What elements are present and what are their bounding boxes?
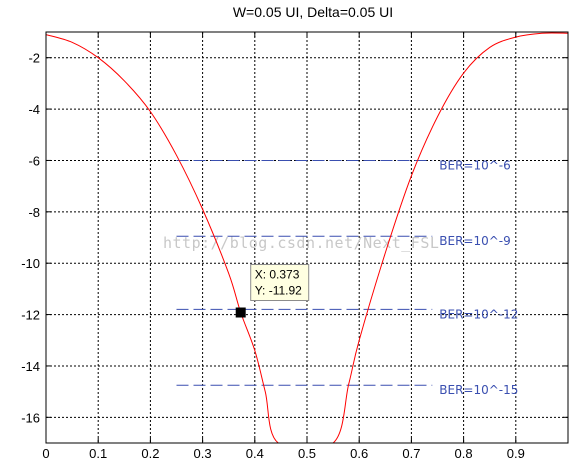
ber-reference-lines: BER=10^-6 BER=10^-9 BER=10^-12 BER=10^-15 (176, 158, 518, 397)
ber-label: BER=10^-12 (439, 307, 518, 321)
x-tick-label: 0.5 (298, 446, 316, 461)
x-tick-label: 0.6 (350, 446, 368, 461)
x-tick-label: 0.2 (141, 446, 159, 461)
y-tick-label: -6 (28, 153, 40, 168)
series-line (46, 32, 568, 443)
x-tick-label: 0.1 (89, 446, 107, 461)
y-tick-label: -12 (21, 308, 40, 323)
datatip-x-label: X: 0.373 (255, 268, 300, 282)
datatip-y-label: Y: -11.92 (255, 284, 302, 298)
y-tick-label: -4 (28, 102, 40, 117)
chart-title: W=0.05 UI, Delta=0.05 UI (233, 4, 393, 20)
series-curve (46, 32, 568, 443)
watermark-text: http://blog.csdn.net/Next_FSL (163, 234, 439, 252)
ber-label: BER=10^-15 (439, 383, 518, 397)
x-tick-label: 0.7 (402, 446, 420, 461)
y-tick-label: -16 (21, 410, 40, 425)
x-tick-label: 0.9 (507, 446, 525, 461)
x-tick-label: 0 (42, 446, 49, 461)
x-tick-label: 0.8 (455, 446, 473, 461)
watermark: http://blog.csdn.net/Next_FSL (163, 234, 439, 252)
ber-label: BER=10^-6 (439, 158, 511, 172)
datatip-marker[interactable] (235, 307, 246, 318)
x-tick-label: 0.3 (194, 446, 212, 461)
data-tip[interactable]: X: 0.373 Y: -11.92 (235, 264, 310, 318)
y-tick-label: -8 (28, 205, 40, 220)
y-tick-label: -2 (28, 51, 40, 66)
axis-ticks: 0 0.1 0.2 0.3 0.4 0.5 0.6 0.7 0.8 0.9 -2 -4 -6 -8 -10 -… (21, 32, 568, 461)
datatip-box (250, 264, 310, 302)
y-tick-label: -10 (21, 256, 40, 271)
x-tick-label: 0.4 (246, 446, 264, 461)
ber-label: BER=10^-9 (439, 234, 511, 248)
y-tick-label: -14 (21, 359, 40, 374)
